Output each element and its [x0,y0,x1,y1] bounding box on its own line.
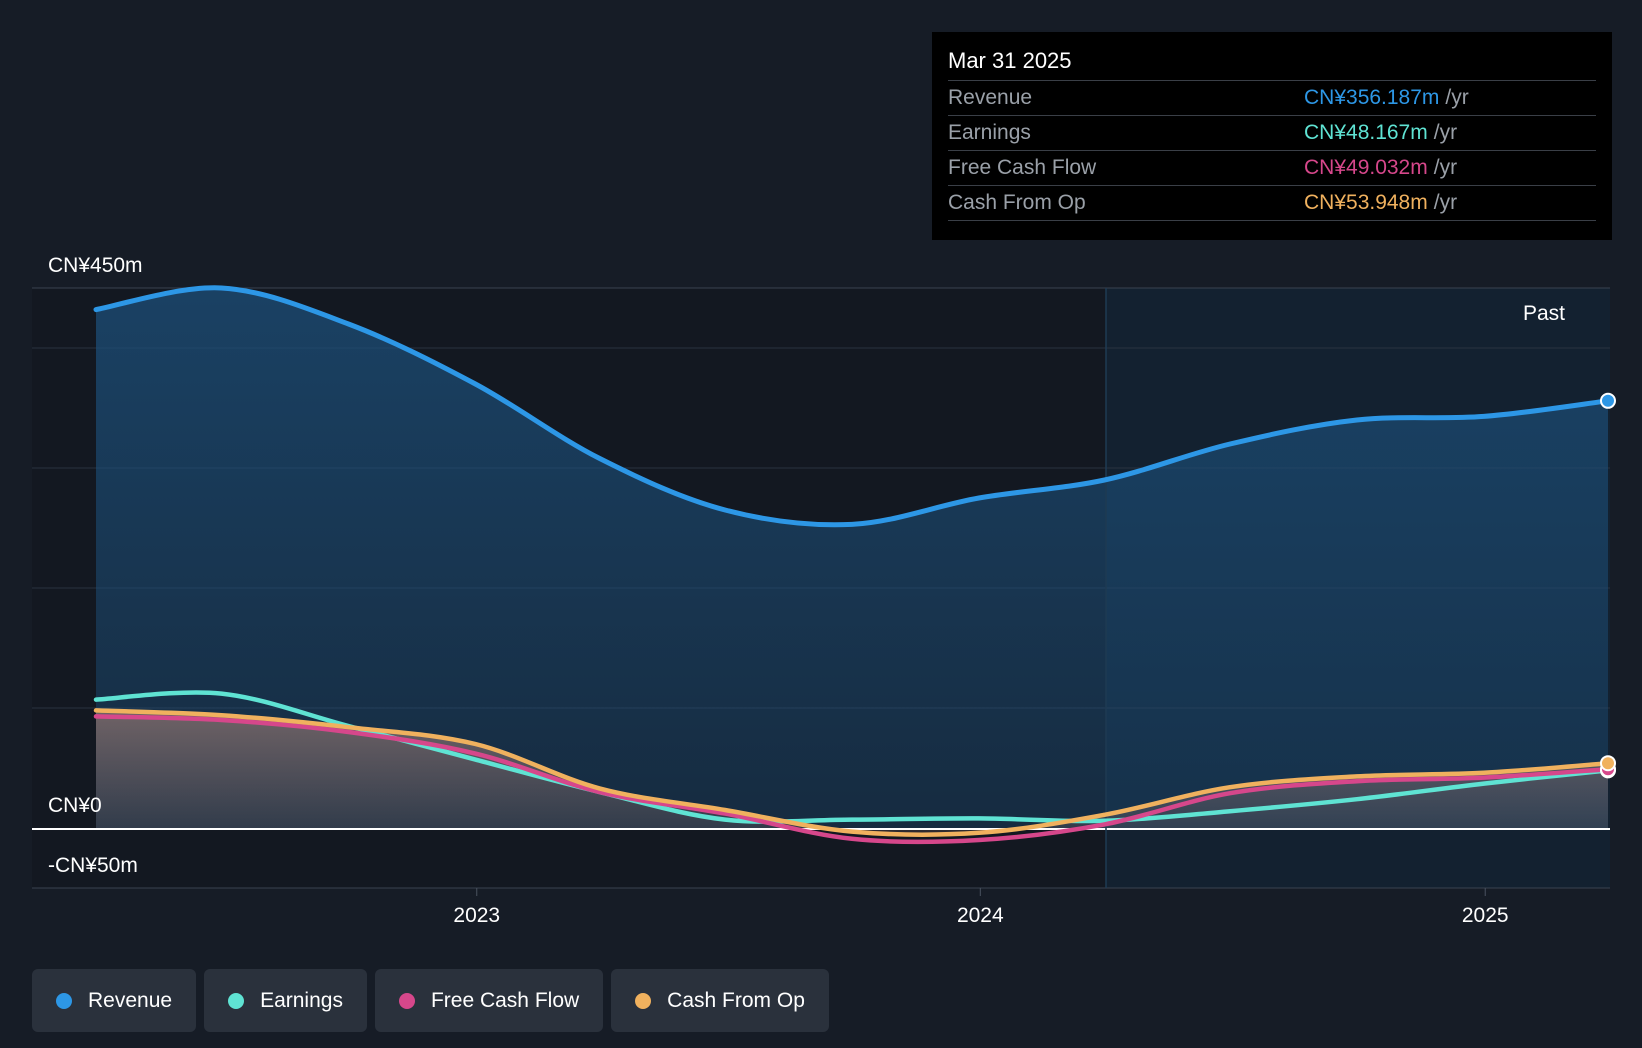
tooltip-value: CN¥49.032m [1304,156,1428,179]
y-tick-label-450: CN¥450m [48,254,143,277]
tooltip-unit: /yr [1433,121,1458,144]
tooltip-value: CN¥53.948m [1304,191,1428,214]
tooltip-value: CN¥356.187m [1304,86,1440,109]
legend-label: Revenue [88,988,173,1012]
series-line-revenue [93,285,1611,528]
series-line-free-cash-flow [93,714,1611,845]
end-dot-revenue [1600,392,1616,409]
tooltip-row-cash-from-op: Cash From Op CN¥53.948m /yr [948,186,1596,221]
past-label: Past [1523,302,1565,325]
legend-dot-icon [56,992,72,1009]
y-tick-label-0: CN¥0 [48,794,102,817]
end-dots [1600,392,1616,779]
legend-item-earnings[interactable]: Earnings [204,969,367,1032]
tooltip-unit: /yr [1433,191,1458,214]
legend-dot-icon [635,992,652,1009]
legend-label: Free Cash Flow [430,988,580,1012]
revenue-area [96,287,1608,828]
tooltip-label: Earnings [948,121,1031,144]
tooltip-unit: /yr [1433,156,1458,179]
tooltip-row-revenue: Revenue CN¥356.187m /yr [948,81,1596,116]
legend-item-cash-from-op[interactable]: Cash From Op [611,969,829,1032]
tooltip-label: Cash From Op [948,191,1086,214]
tooltip-label: Free Cash Flow [948,156,1097,179]
end-dot-cash-from-op [1600,755,1616,772]
tooltip-value: CN¥48.167m [1304,121,1428,144]
x-tick-label: 2023 [453,904,500,927]
tooltip: Mar 31 2025 Revenue CN¥356.187m /yr Earn… [932,32,1612,240]
x-tick-label: 2024 [957,904,1004,927]
legend: Revenue Earnings Free Cash Flow Cash Fro… [32,969,829,1032]
y-tick-label-neg50: -CN¥50m [48,854,138,877]
series-line-cash-from-op [93,708,1611,837]
legend-item-revenue[interactable]: Revenue [32,969,197,1032]
tooltip-date: Mar 31 2025 [948,46,1596,81]
series-lines [93,285,1611,845]
tooltip-row-free-cash-flow: Free Cash Flow CN¥49.032m /yr [948,151,1596,186]
legend-label: Cash From Op [667,988,805,1012]
x-axis: 2023 2024 2025 [453,888,1509,927]
legend-item-free-cash-flow[interactable]: Free Cash Flow [374,969,604,1032]
tooltip-unit: /yr [1445,86,1469,109]
cashflow-area [96,710,1608,835]
tooltip-label: Revenue [948,86,1033,109]
x-tick-label: 2025 [1462,904,1509,927]
legend-dot-icon [398,992,415,1009]
tooltip-row-earnings: Earnings CN¥48.167m /yr [948,116,1596,151]
legend-label: Earnings [260,988,343,1012]
legend-dot-icon [228,992,245,1009]
